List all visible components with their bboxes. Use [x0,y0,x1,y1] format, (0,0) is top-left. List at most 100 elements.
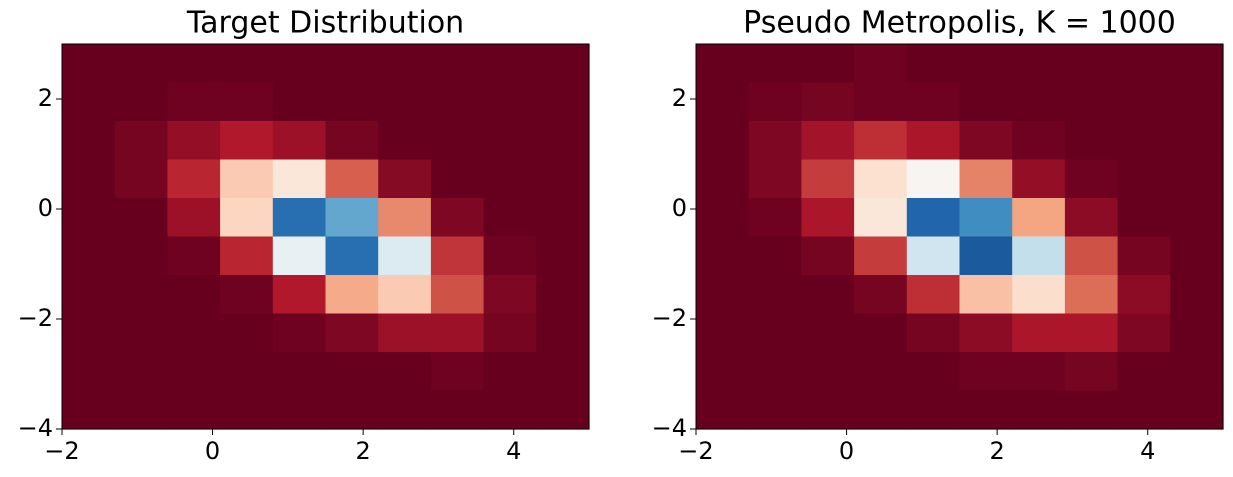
heatmap-cell [220,352,274,392]
heatmap-cell [1117,44,1171,84]
heatmap-cell [62,159,116,199]
heatmap-cell [1064,275,1119,315]
heatmap-cell [696,390,750,430]
heatmap-cell [801,275,855,315]
heatmap-cell [696,275,750,315]
heatmap-cell [272,121,327,161]
heatmap-cell [1170,352,1224,392]
heatmap-cell [430,159,485,199]
heatmap-cell [1064,352,1119,392]
heatmap-cell [1117,121,1171,161]
heatmap-cell [959,352,1013,392]
heatmap-cell [854,390,908,430]
heatmap-cell [1117,390,1171,430]
x-tick-label: −2 [678,437,713,465]
heatmap-cell [748,44,802,84]
heatmap-cell [959,82,1013,122]
heatmap-cell [272,313,327,353]
heatmap-cell [906,159,961,199]
chart-title: Pseudo Metropolis, K = 1000 [743,6,1176,41]
heatmap-cell [325,313,379,353]
y-tick-label: 0 [672,194,687,222]
heatmap-cell [696,236,750,276]
y-tick-label: 2 [38,84,53,112]
heatmap-cell [696,121,750,161]
heatmap-cell [167,236,221,276]
heatmap-cell [483,352,537,392]
heatmap-cell [483,121,537,161]
heatmap-cell [220,159,274,199]
heatmap-cell [1012,198,1066,238]
heatmap-cell [430,236,485,276]
heatmap-cell [696,44,750,84]
heatmap-cell [272,275,327,315]
heatmap-cell [536,236,590,276]
heatmap-cell [1012,82,1066,122]
heatmap-cell [748,390,802,430]
heatmap-cell [696,352,750,392]
heatmap-cell [1117,313,1171,353]
heatmap-cell [906,236,961,276]
y-tick-label: 0 [38,194,53,222]
heatmap-cell [801,198,855,238]
heatmap-cell [220,198,274,238]
heatmap-cell [1012,390,1066,430]
heatmap-cell [378,198,432,238]
heatmap-cell [1012,236,1066,276]
heatmap-cell [378,82,432,122]
heatmap-cell [430,44,485,84]
heatmap-cell [959,390,1013,430]
heatmap-cell [1170,44,1224,84]
heatmap-cell [325,390,379,430]
heatmap-cell [906,82,961,122]
heatmap-cell [1170,198,1224,238]
heatmap-cell [272,352,327,392]
heatmap-cell [748,275,802,315]
heatmap-cell [801,236,855,276]
x-tick-label: 2 [990,437,1005,465]
heatmap-cell [536,275,590,315]
heatmap-cell [62,121,116,161]
heatmap-cell [483,44,537,84]
heatmap-cell [220,275,274,315]
heatmap-cell [220,82,274,122]
heatmap-cell [483,313,537,353]
heatmap-cell [167,159,221,199]
x-tick-label: 0 [205,437,220,465]
heatmap-cell [1170,313,1224,353]
heatmap-cell [696,82,750,122]
heatmap-cell [1064,236,1119,276]
heatmap-cell [748,313,802,353]
heatmap-cell [62,352,116,392]
heatmap-cell [62,275,116,315]
heatmap-cell [430,390,485,430]
heatmap-cell [1012,275,1066,315]
heatmap-cell [1117,236,1171,276]
heatmap-cell [378,275,432,315]
heatmap-cell [536,121,590,161]
heatmap-cell [167,44,221,84]
heatmap-cell [536,352,590,392]
heatmap-cell [378,313,432,353]
heatmap-cell [167,121,221,161]
heatmap-cell [272,82,327,122]
heatmap-cell [325,198,379,238]
heatmap-cell [801,159,855,199]
heatmap-cell [1064,44,1119,84]
heatmap-cell [854,313,908,353]
heatmap-cell [801,313,855,353]
heatmap-cell [906,198,961,238]
heatmap-cell [272,236,327,276]
heatmap-cell [696,313,750,353]
heatmap-cell [114,121,168,161]
heatmap-cell [1170,236,1224,276]
heatmap-cell [483,390,537,430]
heatmap-cell [906,121,961,161]
heatmap-cell [854,82,908,122]
heatmap-cell [1064,390,1119,430]
heatmap-cell [167,352,221,392]
heatmap-cell [1170,121,1224,161]
heatmap-cell [801,390,855,430]
heatmap-cell [325,82,379,122]
heatmap-cell [801,352,855,392]
